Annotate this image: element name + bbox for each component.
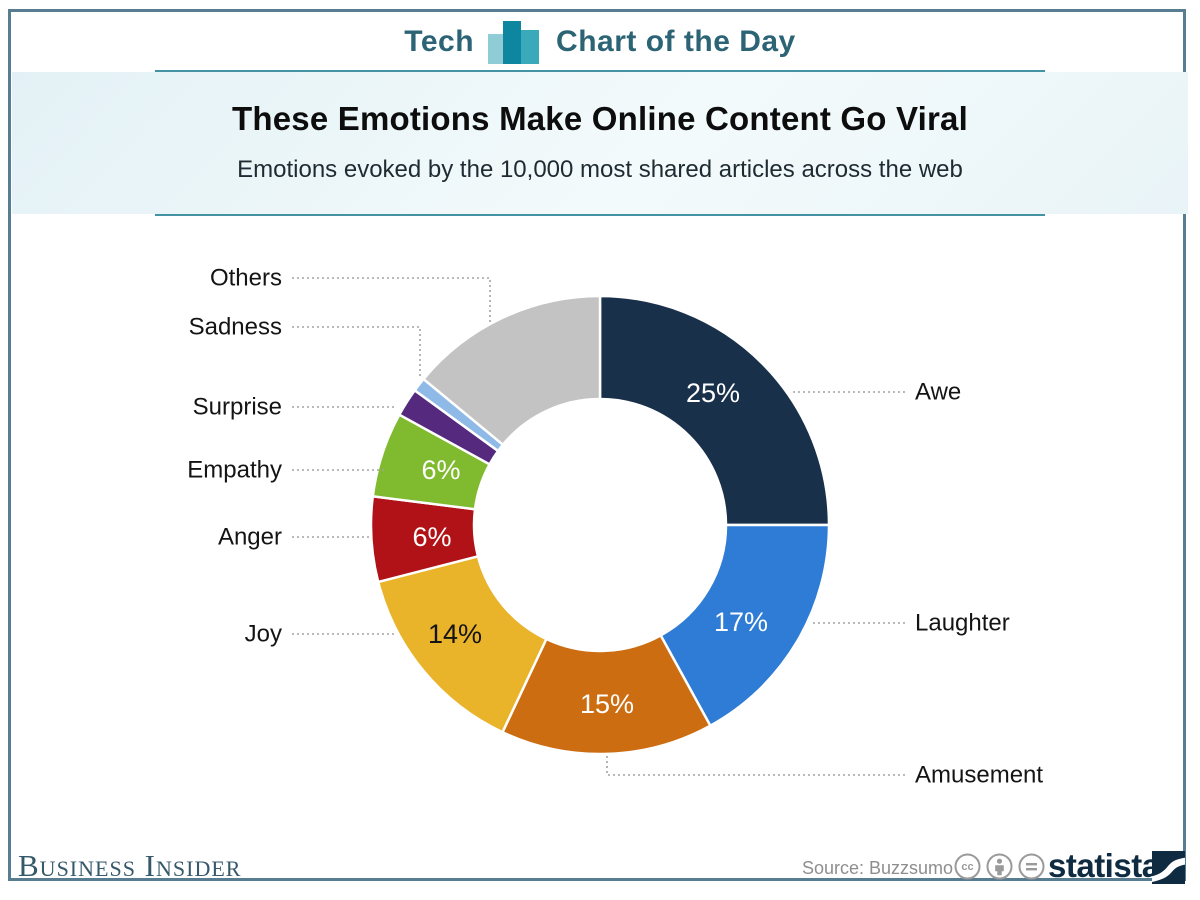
statista-logo-icon — [1152, 851, 1185, 884]
header-brand-right: Chart of the Day — [556, 25, 796, 58]
divider-line-bottom — [155, 214, 1045, 216]
percent-label-amusement: 15% — [580, 689, 634, 719]
slice-amusement — [501, 634, 712, 756]
slice-laughter — [659, 523, 831, 727]
leader-line-others — [292, 277, 491, 324]
percent-label-laughter: 17% — [714, 607, 768, 637]
statista-logo-text: statista — [1048, 847, 1160, 884]
percent-label-awe: 25% — [686, 378, 740, 408]
slice-awe — [598, 294, 831, 527]
svg-text:cc: cc — [961, 861, 973, 873]
callout-label-empathy: Empathy — [187, 457, 282, 484]
cc-icon: cc — [954, 853, 981, 880]
divider-line-top — [155, 70, 1045, 72]
percent-label-joy: 14% — [428, 619, 482, 649]
callout-label-anger: Anger — [218, 524, 282, 551]
leader-line-amusement — [606, 756, 905, 776]
bar-chart-icon — [488, 19, 542, 65]
callout-label-awe: Awe — [915, 379, 961, 406]
nd-icon — [1018, 853, 1045, 880]
source-text: Source: Buzzsumo — [802, 858, 954, 878]
callout-label-joy: Joy — [245, 621, 282, 648]
percent-label-empathy: 6% — [421, 455, 460, 485]
callout-label-sadness: Sadness — [189, 314, 282, 341]
callout-label-laughter: Laughter — [915, 610, 1010, 637]
business-insider-logo: Business Insider — [18, 848, 242, 883]
header-brand-left: Tech — [404, 25, 475, 58]
by-icon — [986, 853, 1013, 880]
chart-subtitle: Emotions evoked by the 10,000 most share… — [237, 156, 963, 183]
slice-others — [422, 294, 602, 446]
leader-line-sadness — [292, 326, 421, 376]
callout-label-others: Others — [210, 265, 282, 292]
donut-chart: 25% 17% 15% 14% 6% 6% Awe Laughter Amusement Joy A… — [187, 265, 1043, 789]
creative-commons-icons: cc — [954, 853, 1045, 880]
percent-label-anger: 6% — [412, 522, 451, 552]
callout-label-surprise: Surprise — [193, 394, 282, 421]
callout-label-amusement: Amusement — [915, 762, 1043, 789]
title-band — [12, 72, 1188, 214]
header: Tech Chart of the Day — [12, 14, 1188, 70]
chart-title: These Emotions Make Online Content Go Vi… — [232, 100, 968, 137]
